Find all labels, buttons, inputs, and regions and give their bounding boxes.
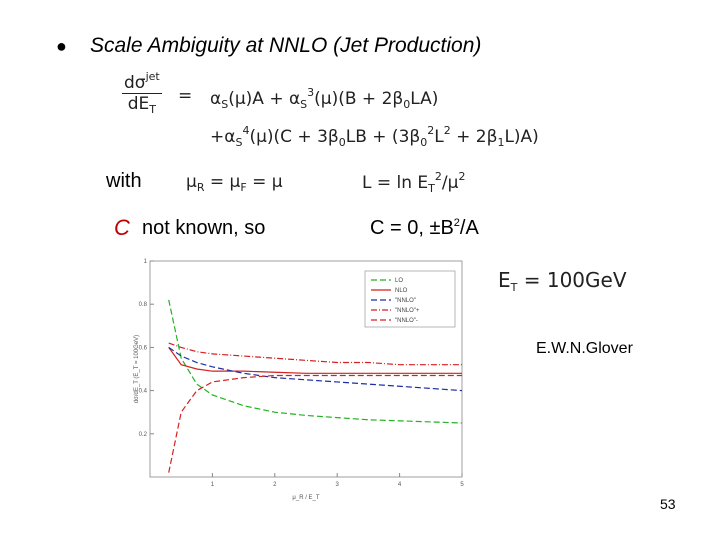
eq-text: T [428, 182, 435, 195]
legend-label: NLO [395, 288, 408, 294]
eq-text: = [178, 86, 193, 106]
eq-text: 4 [242, 124, 250, 137]
series-line [168, 342, 462, 366]
eq-text: + 2β [450, 127, 498, 147]
legend-label: "NNLO" [395, 298, 416, 304]
eq-text: = μ [204, 172, 241, 192]
eq-text: S [221, 98, 229, 111]
eq-text: dσ [124, 73, 146, 93]
eq-text: T [149, 103, 156, 116]
eq-text: 0 [403, 98, 411, 111]
eq-text: F [240, 181, 247, 194]
with-text: with [106, 170, 142, 192]
eq-text: 1 [497, 136, 505, 149]
eq-text: 3 [307, 86, 315, 99]
c-values: C = 0, ±B2/A [370, 217, 479, 240]
x-tick-label: 1 [211, 482, 215, 488]
y-tick-label: 0.2 [139, 432, 148, 438]
eq-text: = 100GeV [517, 268, 627, 292]
page-number: 53 [660, 496, 676, 512]
eq-text: 0 [338, 136, 346, 149]
equation-line: +αS4(μ)(C + 3β0LB + (3β02L2 + 2β1L)A) [210, 124, 539, 149]
x-tick-label: 4 [398, 482, 402, 488]
eq-text: 2 [453, 217, 460, 229]
eq-text: 0 [420, 136, 428, 149]
eq-text: 2 [434, 170, 442, 183]
eq-text: S [300, 98, 308, 111]
eq-text: μ [186, 172, 197, 192]
equation-line: μR = μF = μ [186, 172, 283, 194]
eq-text: LA) [410, 89, 439, 109]
eq-text: +α [210, 127, 236, 147]
legend-label: "NNLO"+ [395, 308, 420, 314]
legend-label: LO [395, 278, 403, 284]
credit: E.W.N.Glover [536, 340, 633, 357]
equation-lhs: dσjet dET [122, 70, 162, 116]
eq-text: dE [127, 94, 150, 114]
equation-line: αS(μ)A + αS3(μ)(B + 2β0LA) [210, 86, 438, 111]
eq-text: L)A) [504, 127, 539, 147]
x-tick-label: 5 [460, 482, 464, 488]
x-tick-label: 3 [336, 482, 340, 488]
eq-text: α [210, 89, 222, 109]
y-tick-label: 0.6 [139, 345, 148, 351]
plot: 0.2 0.4 0.6 0.8 1 1 2 3 4 5 μ_R / E_T dσ/dE_T (E_T … [134, 259, 464, 501]
legend-label: "NNLO"- [395, 318, 418, 324]
eq-text: L = ln E [362, 173, 429, 193]
eq-text: /μ [441, 173, 459, 193]
y-tick-label: 0.4 [139, 389, 148, 395]
x-tick-label: 2 [273, 482, 277, 488]
bullet: ● [56, 36, 67, 56]
eq-text: (μ)A + α [228, 89, 301, 109]
eq-text: (μ)(C + 3β [249, 127, 339, 147]
et-value: ET = 100GeV [498, 268, 627, 294]
x-axis-title: μ_R / E_T [292, 495, 319, 501]
equation-line: L = ln ET2/μ2 [362, 170, 465, 195]
eq-text: = μ [246, 172, 283, 192]
y-tick-label: 1 [144, 259, 148, 265]
c-symbol: C [114, 215, 130, 240]
series-line [168, 374, 462, 473]
eq-text: 2 [443, 124, 451, 137]
eq-text: LB + (3β [345, 127, 421, 147]
eq-text: /A [459, 217, 479, 239]
series-line [168, 346, 463, 392]
eq-text: S [235, 136, 243, 149]
series-line [168, 299, 463, 424]
eq-text: jet [145, 70, 160, 83]
eq-text: L [434, 127, 444, 147]
eq-text: 2 [427, 124, 435, 137]
eq-text: (μ)(B + 2β [314, 89, 404, 109]
eq-text: E [498, 268, 511, 292]
eq-text: R [196, 181, 205, 194]
eq-text: 2 [458, 170, 466, 183]
eq-text: C = 0, ±B [370, 217, 454, 239]
c-text: not known, so [142, 217, 266, 239]
eq-text: T [510, 281, 518, 294]
series-line [168, 347, 462, 374]
plot-frame [149, 260, 463, 478]
y-tick-label: 0.8 [139, 302, 148, 308]
slide-title: Scale Ambiguity at NNLO (Jet Production) [90, 34, 482, 57]
y-axis-title: dσ/dE_T (E_T = 100GeV) [134, 335, 140, 403]
